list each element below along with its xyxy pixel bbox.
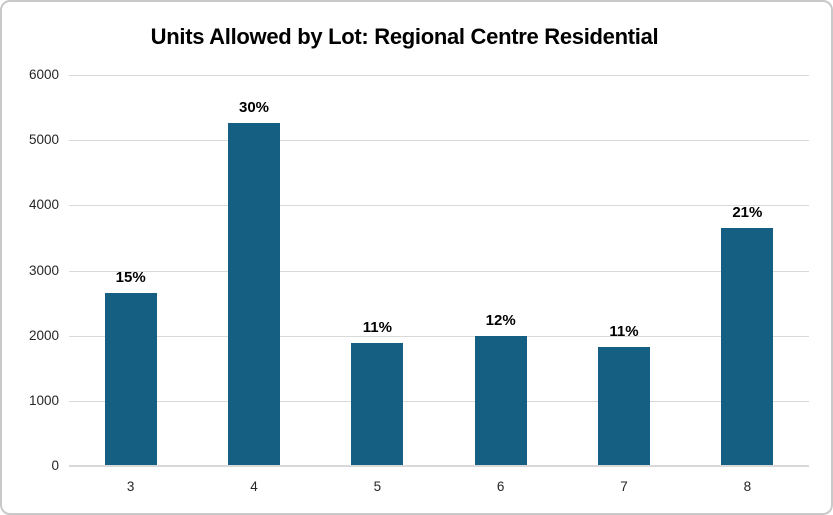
chart-title: Units Allowed by Lot: Regional Centre Re… — [150, 24, 659, 49]
y-tick-label-6000: 6000 — [28, 67, 59, 82]
gridline-4000 — [69, 205, 809, 207]
y-tick-label-1000: 1000 — [28, 392, 59, 408]
bar-category-5 — [351, 342, 404, 466]
x-tick-label-5: 5 — [373, 479, 382, 494]
x-tick-label-6: 6 — [496, 479, 505, 494]
gridline-3000 — [69, 270, 809, 272]
y-tick-label-3000: 3000 — [28, 262, 59, 278]
bar-category-3 — [104, 292, 157, 466]
y-tick-label-4000: 4000 — [28, 197, 59, 213]
gridline-6000 — [69, 75, 809, 76]
bar-category-4 — [228, 122, 280, 466]
gridline-1000 — [69, 400, 809, 402]
y-tick-label-5000: 5000 — [28, 132, 59, 148]
bar-data-label-7: 11% — [609, 322, 639, 340]
bar-data-label-4: 30% — [238, 98, 270, 116]
bar-category-6 — [474, 335, 527, 466]
gridline-2000 — [69, 335, 809, 337]
bar-data-label-8: 21% — [732, 203, 763, 221]
x-axis-line — [69, 465, 809, 467]
bar-data-label-3: 15% — [115, 268, 146, 286]
bar-data-label-5: 11% — [362, 318, 392, 336]
bar-data-label-6: 12% — [485, 311, 516, 329]
x-tick-label-4: 4 — [250, 479, 258, 494]
y-tick-label-2000: 2000 — [28, 327, 59, 343]
bar-category-7 — [598, 346, 650, 466]
x-tick-label-3: 3 — [126, 479, 135, 494]
gridline-5000 — [69, 140, 809, 142]
plot-area: 15% 30% 11% 12% 11% 21% — [69, 75, 809, 467]
x-tick-label-7: 7 — [620, 479, 628, 494]
y-tick-label-0: 0 — [51, 458, 59, 473]
bar-category-8 — [721, 227, 774, 466]
x-tick-label-8: 8 — [743, 479, 752, 494]
